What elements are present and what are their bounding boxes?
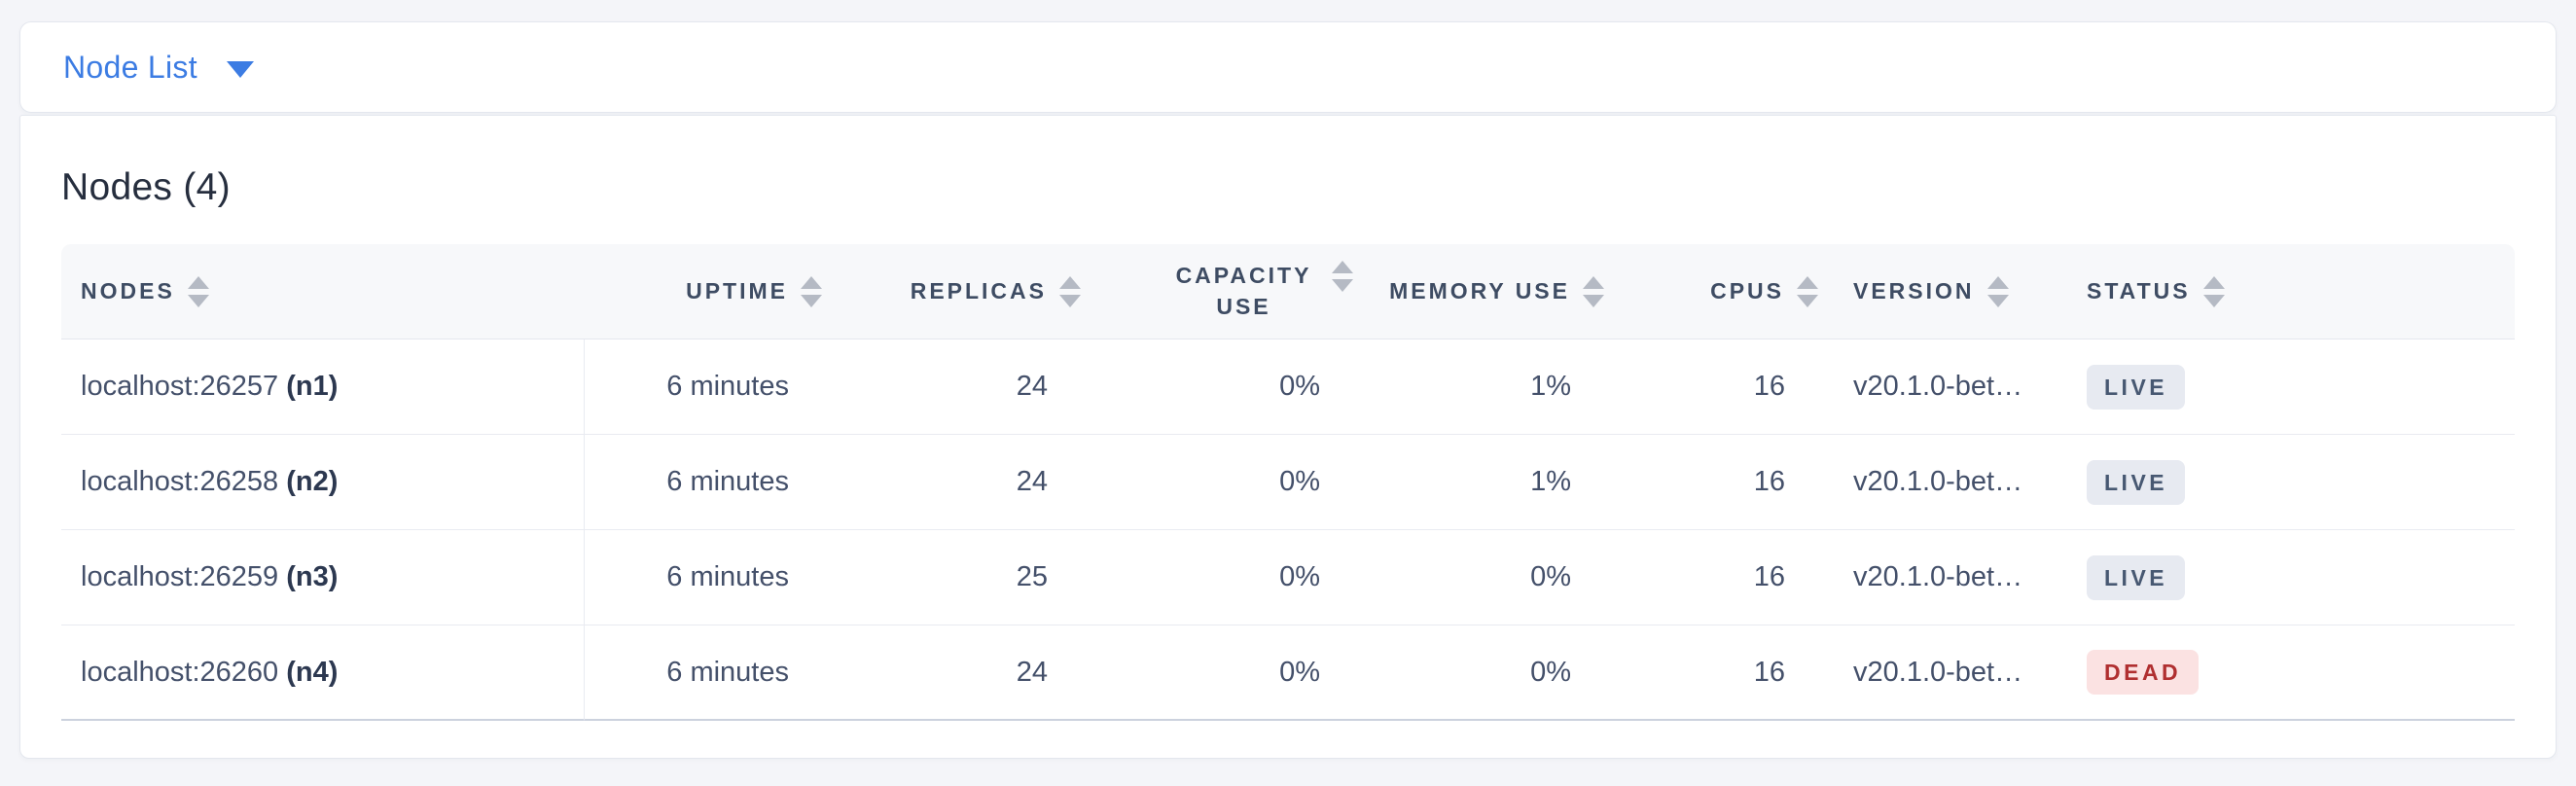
column-header-version[interactable]: VERSION	[1818, 244, 2052, 339]
column-label: MEMORY USE	[1389, 277, 1570, 304]
status-badge: LIVE	[2087, 554, 2186, 600]
column-header-uptime[interactable]: UPTIME	[585, 244, 822, 339]
replicas-cell: 24	[822, 435, 1081, 530]
column-header-status[interactable]: STATUS	[2052, 244, 2515, 339]
nodes-panel: Nodes (4) NODES	[19, 115, 2557, 759]
memory-use-cell: 0%	[1353, 625, 1604, 721]
status-cell: DEAD	[2052, 625, 2515, 721]
node-address-cell: localhost:26259 (n3)	[61, 530, 585, 625]
view-selector-toolbar: Node List	[19, 21, 2557, 113]
node-address: localhost:26259	[81, 561, 279, 592]
node-address-cell: localhost:26258 (n2)	[61, 435, 585, 530]
sort-icon	[1797, 275, 1818, 307]
node-address-cell: localhost:26260 (n4)	[61, 625, 585, 721]
uptime-cell: 6 minutes	[585, 530, 822, 625]
memory-use-cell: 0%	[1353, 530, 1604, 625]
node-id: (n1)	[286, 371, 339, 402]
sort-icon	[1986, 275, 2009, 307]
caret-down-icon	[226, 60, 254, 78]
capacity-use-cell: 0%	[1081, 339, 1353, 435]
table-row: localhost:26258 (n2) 6 minutes 24 0% 1% …	[61, 435, 2515, 530]
uptime-cell: 6 minutes	[585, 435, 822, 530]
page-title: Nodes (4)	[61, 166, 231, 208]
uptime-cell: 6 minutes	[585, 339, 822, 435]
table-row: localhost:26260 (n4) 6 minutes 24 0% 0% …	[61, 625, 2515, 721]
column-label: STATUS	[2087, 277, 2191, 304]
column-label: CPUS	[1710, 277, 1784, 304]
version-cell: v20.1.0-bet…	[1818, 625, 2052, 721]
version-cell: v20.1.0-bet…	[1818, 339, 2052, 435]
cpus-cell: 16	[1604, 339, 1818, 435]
table-header-row: NODES UPTIME REPLICAS	[61, 244, 2515, 339]
sort-icon	[1332, 260, 1353, 292]
sort-icon	[187, 275, 209, 307]
uptime-cell: 6 minutes	[585, 625, 822, 721]
memory-use-cell: 1%	[1353, 339, 1604, 435]
cpus-cell: 16	[1604, 530, 1818, 625]
status-cell: LIVE	[2052, 339, 2515, 435]
sort-icon	[801, 275, 822, 307]
column-label: CAPACITY USE	[1175, 263, 1312, 319]
column-header-nodes[interactable]: NODES	[61, 244, 585, 339]
status-cell: LIVE	[2052, 435, 2515, 530]
replicas-cell: 24	[822, 339, 1081, 435]
column-header-cpus[interactable]: CPUS	[1604, 244, 1818, 339]
status-badge: LIVE	[2087, 364, 2186, 410]
cpus-cell: 16	[1604, 435, 1818, 530]
capacity-use-cell: 0%	[1081, 625, 1353, 721]
version-cell: v20.1.0-bet…	[1818, 530, 2052, 625]
column-label: UPTIME	[686, 277, 788, 304]
node-id: (n2)	[286, 466, 339, 497]
capacity-use-cell: 0%	[1081, 435, 1353, 530]
sort-icon	[1583, 275, 1604, 307]
node-address: localhost:26258	[81, 466, 279, 497]
capacity-use-cell: 0%	[1081, 530, 1353, 625]
nodes-table: NODES UPTIME REPLICAS	[61, 244, 2515, 721]
sort-icon	[1059, 275, 1081, 307]
status-badge: LIVE	[2087, 459, 2186, 505]
status-cell: LIVE	[2052, 530, 2515, 625]
table-row: localhost:26259 (n3) 6 minutes 25 0% 0% …	[61, 530, 2515, 625]
cpus-cell: 16	[1604, 625, 1818, 721]
status-badge: DEAD	[2087, 650, 2200, 695]
version-cell: v20.1.0-bet…	[1818, 435, 2052, 530]
table-row: localhost:26257 (n1) 6 minutes 24 0% 1% …	[61, 339, 2515, 435]
node-address-cell: localhost:26257 (n1)	[61, 339, 585, 435]
column-header-capacity-use[interactable]: CAPACITY USE	[1081, 244, 1353, 339]
node-id: (n4)	[286, 656, 339, 688]
column-label: REPLICAS	[910, 277, 1047, 304]
view-dropdown-label: Node List	[63, 49, 197, 85]
replicas-cell: 25	[822, 530, 1081, 625]
sort-icon	[2202, 275, 2225, 307]
column-header-memory-use[interactable]: MEMORY USE	[1353, 244, 1604, 339]
column-label: VERSION	[1853, 277, 1975, 304]
node-address: localhost:26260	[81, 656, 279, 688]
memory-use-cell: 1%	[1353, 435, 1604, 530]
column-header-replicas[interactable]: REPLICAS	[822, 244, 1081, 339]
node-id: (n3)	[286, 561, 339, 592]
replicas-cell: 24	[822, 625, 1081, 721]
node-address: localhost:26257	[81, 371, 279, 402]
column-label: NODES	[81, 277, 175, 304]
view-dropdown[interactable]: Node List	[63, 50, 254, 86]
